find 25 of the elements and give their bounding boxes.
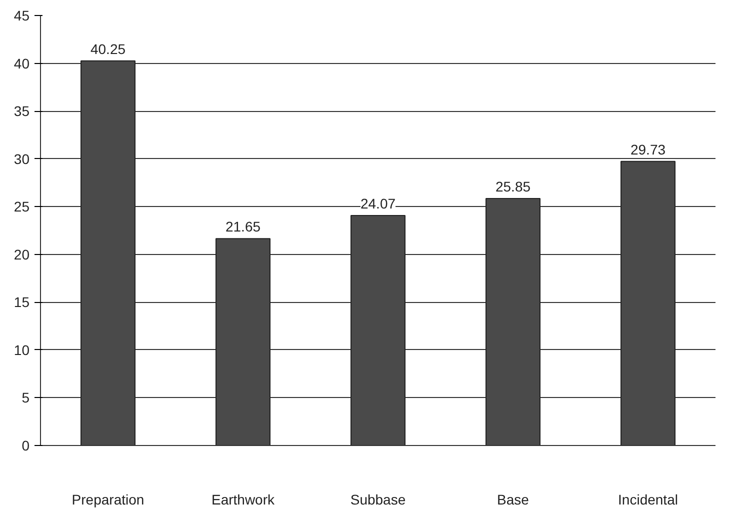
y-tick-label: 0 [22,438,30,454]
y-tick-label: 40 [14,55,30,72]
data-label: 40.25 [90,40,126,57]
y-tick-label: 45 [14,8,30,24]
bar [350,215,406,446]
y-tick-label: 15 [14,294,30,310]
y-tick-label: 30 [14,150,30,167]
data-label: 29.73 [630,141,666,158]
data-label: 21.65 [225,218,261,235]
bar [216,238,270,446]
x-tick-label: Earthwork [211,492,276,508]
bar [486,198,540,446]
x-tick-label: Incidental [618,492,678,508]
y-tick-label: 10 [14,342,30,358]
x-tick-label: Subbase [350,492,406,508]
y-tick-label: 35 [14,103,30,120]
x-tick-label: Base [497,492,530,508]
bar [620,160,676,446]
y-tick-label: 5 [22,390,30,406]
data-label: 24.07 [360,196,396,212]
y-tick-label: 20 [14,246,30,262]
bar [80,60,136,446]
x-tick-label: Preparation [72,492,144,508]
data-label: 25.85 [495,178,531,194]
y-tick-label: 25 [14,198,30,215]
